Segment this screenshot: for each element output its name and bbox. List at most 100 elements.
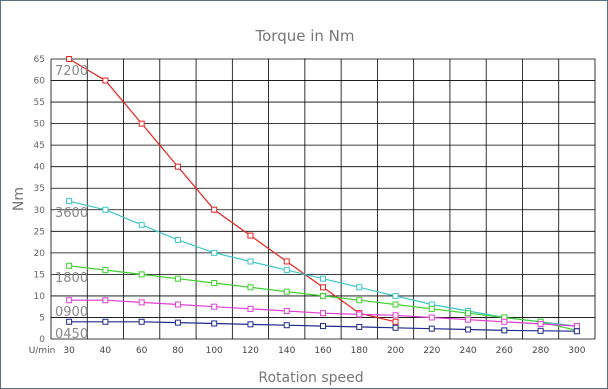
data-point	[211, 320, 218, 327]
x-tick-label: 300	[568, 346, 585, 356]
data-point	[392, 292, 399, 299]
y-tick-label: 20	[34, 249, 46, 259]
data-point	[138, 271, 145, 278]
data-point	[174, 163, 181, 170]
data-point	[102, 318, 109, 325]
y-tick-label: 5	[39, 313, 45, 323]
y-tick-label: 45	[34, 141, 45, 151]
y-tick-label: 25	[34, 227, 45, 237]
data-point	[356, 323, 363, 330]
data-point	[501, 327, 508, 334]
data-point	[174, 275, 181, 282]
data-point	[283, 322, 290, 329]
data-point	[102, 297, 109, 304]
x-tick-label: 120	[242, 346, 259, 356]
data-point	[138, 221, 145, 228]
data-point	[174, 301, 181, 308]
y-tick-label: 10	[34, 292, 46, 302]
data-point	[537, 327, 544, 334]
data-point	[501, 318, 508, 325]
y-tick-label: 40	[34, 163, 46, 173]
x-tick-label: 30	[63, 346, 75, 356]
data-point	[211, 249, 218, 256]
data-point	[320, 292, 326, 299]
data-point	[247, 258, 254, 265]
data-point	[320, 275, 326, 282]
x-tick-label: 140	[278, 346, 295, 356]
y-tick-label: 30	[34, 206, 46, 216]
data-point	[102, 267, 109, 274]
data-point	[392, 324, 399, 331]
data-point	[465, 310, 472, 317]
data-point	[392, 312, 399, 319]
grid	[50, 58, 596, 340]
x-tick-label: 60	[136, 346, 148, 356]
series-0900: 0900	[55, 297, 580, 330]
y-tick-label: 55	[34, 98, 45, 108]
data-point	[211, 280, 218, 286]
series-group: 7200 3600 1800 0900 0450	[55, 56, 580, 342]
data-point	[66, 318, 73, 325]
x-tick-label: 260	[496, 346, 513, 356]
series-line	[68, 58, 396, 323]
data-point	[283, 288, 290, 295]
data-point	[138, 120, 145, 127]
series-0450: 0450	[55, 318, 580, 342]
data-point	[138, 318, 145, 325]
data-point	[66, 262, 73, 269]
series-label: 1800	[55, 271, 88, 286]
data-point	[247, 321, 254, 328]
data-point	[66, 56, 73, 62]
data-point	[465, 326, 472, 333]
data-point	[247, 284, 254, 291]
data-point	[537, 320, 544, 327]
data-point	[573, 323, 580, 330]
data-point	[102, 77, 109, 84]
x-tick-label: 100	[206, 346, 223, 356]
data-point	[428, 305, 435, 312]
data-point	[392, 301, 399, 308]
data-point	[247, 232, 254, 239]
y-tick-label: 15	[34, 270, 45, 280]
x-tick-label: 40	[100, 346, 112, 356]
series-3600: 3600	[55, 198, 580, 330]
data-point	[211, 303, 218, 310]
y-tick-labels: 0 5 10 15 20 25 30 35 40 45 50 55 60 65	[34, 55, 46, 345]
series-label: 0450	[55, 327, 88, 342]
x-tick-label: 80	[172, 346, 184, 356]
series-line	[68, 200, 577, 327]
data-point	[66, 297, 73, 304]
data-point	[356, 311, 363, 318]
x-tick-label: 160	[314, 346, 331, 356]
data-point	[573, 328, 580, 335]
y-tick-label: 65	[34, 55, 45, 65]
series-label: 3600	[55, 206, 88, 221]
data-point	[320, 323, 326, 330]
y-tick-label: 0	[39, 335, 45, 345]
chart-title: Torque in Nm	[255, 27, 355, 45]
data-point	[428, 325, 435, 332]
x-axis-label: Rotation speed	[258, 370, 363, 386]
x-tick-label: 200	[387, 346, 404, 356]
x-unit-label: U/min	[29, 346, 56, 356]
data-point	[356, 284, 363, 291]
y-axis-label: Nm	[11, 187, 27, 211]
data-point	[356, 297, 363, 304]
data-point	[428, 314, 435, 321]
x-tick-label: 180	[351, 346, 368, 356]
data-point	[320, 310, 326, 317]
data-point	[102, 206, 109, 213]
data-point	[138, 299, 145, 306]
data-point	[211, 206, 218, 213]
x-tick-labels: 30 40 60 80 100 120 140 160 180 200 220 240 260 280 30…	[63, 346, 585, 356]
data-point	[174, 236, 181, 243]
data-point	[66, 198, 73, 205]
data-point	[465, 316, 472, 323]
data-point	[392, 318, 399, 325]
x-tick-label: 280	[532, 346, 549, 356]
data-point	[174, 319, 181, 326]
series-label: 7200	[55, 64, 88, 79]
data-point	[247, 305, 254, 312]
